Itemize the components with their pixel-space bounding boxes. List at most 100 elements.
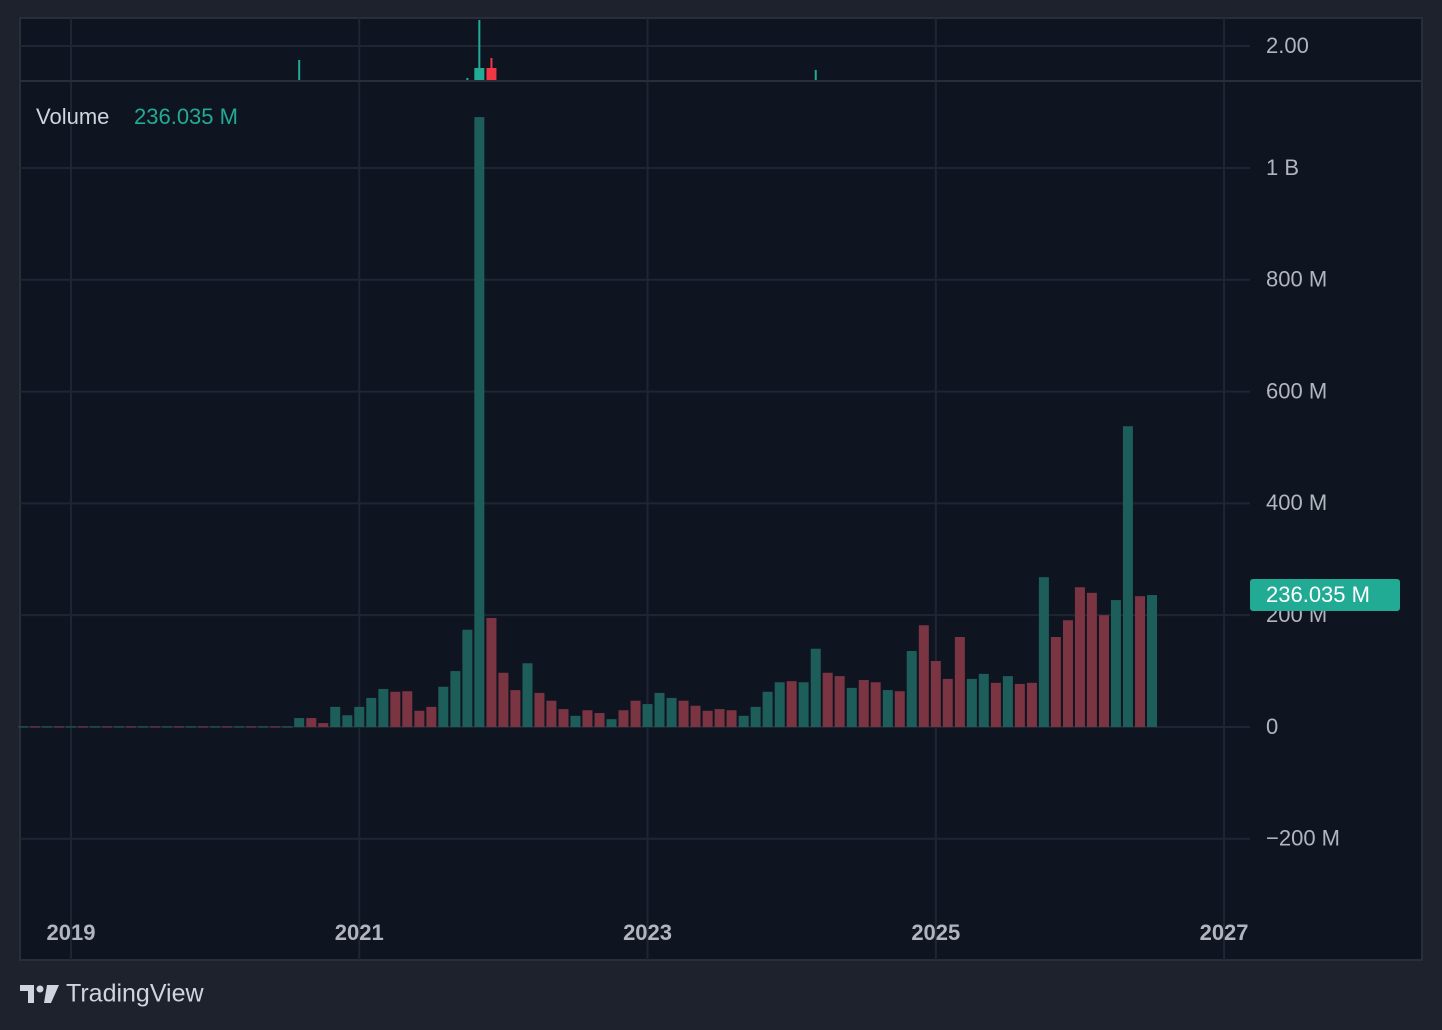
legend-value: 236.035 M — [134, 104, 238, 129]
x-tick-label: 2025 — [911, 920, 960, 945]
logo-mark — [20, 985, 34, 1003]
volume-bar — [1110, 600, 1121, 727]
volume-bar — [1135, 596, 1146, 727]
volume-bar — [1014, 683, 1025, 727]
volume-bar — [270, 726, 281, 728]
volume-bar — [666, 697, 677, 727]
volume-bar — [54, 726, 65, 728]
volume-bar — [1146, 595, 1157, 727]
volume-bar — [366, 697, 377, 727]
volume-bar — [942, 678, 953, 727]
volume-bar — [162, 726, 173, 728]
volume-bar — [534, 692, 545, 727]
volume-bar — [546, 700, 557, 727]
y-tick-label: 800 M — [1266, 267, 1327, 292]
volume-bar — [138, 726, 149, 728]
volume-bar — [522, 663, 533, 727]
volume-bar — [102, 726, 113, 728]
volume-bar — [18, 726, 29, 728]
volume-bar — [1086, 592, 1097, 727]
volume-bar — [630, 700, 641, 727]
volume-bar — [786, 681, 797, 727]
price-pane — [298, 20, 817, 80]
y-tick-label: 400 M — [1266, 490, 1327, 515]
volume-bar — [654, 692, 665, 727]
candle-body — [486, 68, 497, 80]
volume-bar — [762, 691, 773, 727]
volume-bar — [750, 706, 761, 727]
volume-bar — [834, 676, 845, 727]
volume-bar — [114, 726, 125, 728]
volume-bar — [618, 710, 629, 727]
volume-bar — [90, 726, 101, 728]
chart-frame — [19, 17, 1423, 961]
volume-bar — [462, 629, 473, 727]
volume-bar — [678, 700, 689, 727]
volume-bar — [798, 682, 809, 727]
volume-bar — [474, 117, 485, 727]
volume-bar — [1002, 676, 1013, 727]
x-tick-label: 2027 — [1200, 920, 1249, 945]
volume-bar — [726, 710, 737, 727]
volume-bar — [126, 726, 137, 728]
volume-bar — [810, 648, 821, 727]
volume-bar — [174, 726, 185, 728]
volume-bar — [306, 718, 317, 727]
volume-bar — [66, 726, 77, 728]
volume-bar — [29, 726, 40, 728]
logo-mark — [44, 985, 59, 1003]
volume-bar — [642, 704, 653, 727]
volume-bar — [690, 705, 701, 727]
volume-bar — [234, 726, 245, 728]
volume-bar — [1074, 587, 1085, 727]
volume-bar — [150, 726, 161, 728]
volume-bar — [402, 691, 413, 727]
volume-bar — [342, 715, 353, 727]
volume-bar — [822, 672, 833, 727]
volume-bar — [858, 680, 869, 727]
x-tick-label: 2023 — [623, 920, 672, 945]
candle-body — [474, 68, 485, 80]
volume-bar — [510, 690, 521, 727]
volume-bar — [702, 710, 713, 727]
volume-bar — [210, 726, 221, 728]
volume-bar — [558, 709, 569, 727]
volume-bar — [870, 682, 881, 727]
volume-bar — [1038, 577, 1049, 727]
volume-bar — [1062, 620, 1073, 727]
y-tick-label: −200 M — [1266, 826, 1340, 851]
volume-bar — [714, 709, 725, 727]
logo — [20, 985, 59, 1003]
volume-bar — [330, 706, 341, 727]
volume-bar — [1098, 615, 1109, 727]
volume-bar — [438, 686, 449, 727]
volume-bar — [582, 710, 593, 727]
volume-bar — [990, 682, 1001, 727]
volume-bar — [318, 723, 329, 727]
x-axis: 2019 2021 2023 2025 2027 — [47, 920, 1249, 945]
badge-bg — [1250, 579, 1400, 612]
volume-bar — [77, 726, 88, 728]
volume-bar — [774, 682, 785, 727]
y-tick-label: 2.00 — [1266, 33, 1309, 58]
volume-bar — [378, 688, 389, 727]
volume-bar — [222, 726, 233, 728]
volume-bar — [930, 661, 941, 727]
volume-bar — [966, 678, 977, 727]
x-tick-label: 2019 — [47, 920, 96, 945]
y-tick-label: 1 B — [1266, 155, 1299, 180]
volume-bar — [570, 715, 581, 727]
last-value-badge: 236.035 M — [1250, 579, 1400, 612]
volume-pane — [18, 117, 1157, 728]
volume-bar — [954, 636, 965, 727]
volume-bar — [1122, 426, 1133, 727]
volume-bar — [294, 718, 305, 727]
volume-bar — [282, 726, 293, 728]
volume-bar — [486, 617, 497, 727]
legend-name: Volume — [36, 104, 109, 129]
volume-bar — [978, 673, 989, 727]
brand: TradingView — [66, 980, 205, 1008]
volume-bar — [41, 726, 52, 728]
